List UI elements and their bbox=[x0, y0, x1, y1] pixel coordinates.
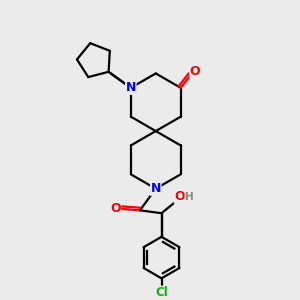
Text: O: O bbox=[190, 65, 200, 79]
Text: N: N bbox=[151, 182, 161, 195]
Text: H: H bbox=[185, 192, 194, 202]
Text: O: O bbox=[110, 202, 121, 215]
Text: Cl: Cl bbox=[155, 286, 168, 299]
Text: N: N bbox=[126, 81, 136, 94]
Text: O: O bbox=[174, 190, 185, 203]
